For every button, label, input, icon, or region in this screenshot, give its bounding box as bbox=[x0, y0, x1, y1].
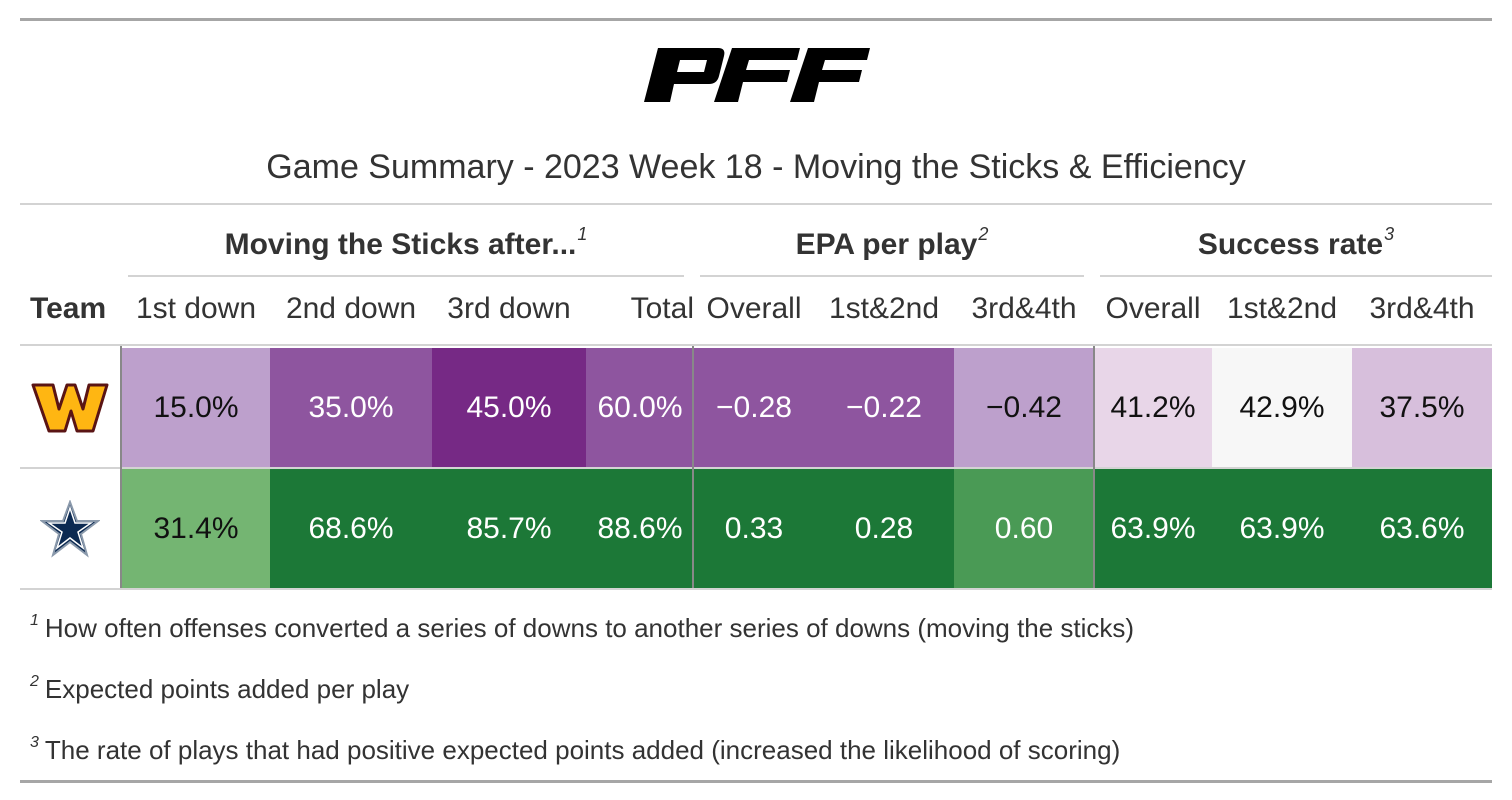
spanner-line bbox=[128, 275, 684, 277]
spanner-success-rate: Success rate3 bbox=[1100, 224, 1492, 262]
data-cell: 0.60 bbox=[954, 469, 1094, 589]
data-cell: 63.9% bbox=[1094, 469, 1212, 589]
footnote-mark: 2 bbox=[30, 673, 39, 690]
data-cell: 37.5% bbox=[1352, 348, 1492, 468]
spanner-line bbox=[700, 275, 1084, 277]
column-header-team: Team bbox=[30, 292, 107, 325]
footnote-mark: 3 bbox=[1384, 224, 1395, 244]
data-cell: 60.0% bbox=[586, 348, 694, 468]
footnote-text: Expected points added per play bbox=[44, 674, 410, 704]
column-header: 1st&2nd bbox=[1226, 292, 1338, 325]
data-cell: 68.6% bbox=[270, 469, 432, 589]
table-title: Game Summary - 2023 Week 18 - Moving the… bbox=[266, 148, 1246, 186]
data-cell: 85.7% bbox=[432, 469, 586, 589]
footnote-mark: 3 bbox=[30, 734, 39, 751]
spanner-epa: EPA per play2 bbox=[700, 224, 1084, 262]
data-cell: 31.4% bbox=[122, 469, 270, 589]
spanner-label: Success rate bbox=[1197, 228, 1384, 261]
spanner-line bbox=[1100, 275, 1492, 277]
footnote-text: How often offenses converted a series of… bbox=[44, 613, 1135, 643]
data-cell: −0.28 bbox=[694, 348, 814, 468]
column-header: 3rd&4th bbox=[971, 292, 1077, 325]
column-header: 2nd down bbox=[285, 292, 417, 325]
title-rule bbox=[20, 203, 1492, 205]
footnote: 2 Expected points added per play bbox=[30, 673, 409, 705]
spanner-label: Moving the Sticks after... bbox=[224, 228, 577, 261]
data-cell: −0.22 bbox=[814, 348, 954, 468]
data-cell: 88.6% bbox=[586, 469, 694, 589]
column-header: Overall bbox=[706, 292, 802, 325]
table-bottom-rule bbox=[20, 588, 1492, 590]
column-header: Total bbox=[630, 292, 694, 325]
footnote-text: The rate of plays that had positive expe… bbox=[44, 735, 1121, 765]
top-rule bbox=[20, 18, 1492, 21]
data-cell: 15.0% bbox=[122, 348, 270, 468]
column-header: Overall bbox=[1105, 292, 1201, 325]
footnote: 3 The rate of plays that had positive exp… bbox=[30, 734, 1120, 766]
data-cell: 0.33 bbox=[694, 469, 814, 589]
column-header: 1st&2nd bbox=[828, 292, 940, 325]
washington-commanders-logo-icon bbox=[31, 383, 109, 433]
bottom-rule bbox=[20, 780, 1492, 783]
team-logo-cell bbox=[20, 469, 120, 589]
footnote-mark: 1 bbox=[30, 612, 39, 629]
data-cell: 63.9% bbox=[1212, 469, 1352, 589]
dallas-cowboys-star-icon bbox=[40, 500, 100, 558]
data-cell: 45.0% bbox=[432, 348, 586, 468]
column-header: 1st down bbox=[135, 292, 257, 325]
data-cell: 0.28 bbox=[814, 469, 954, 589]
team-logo-cell bbox=[20, 348, 120, 468]
footnote: 1 How often offenses converted a series o… bbox=[30, 612, 1134, 644]
spanner-moving-sticks: Moving the Sticks after...1 bbox=[128, 224, 684, 262]
spanner-label: EPA per play bbox=[795, 228, 978, 261]
data-cell: 42.9% bbox=[1212, 348, 1352, 468]
header-rule bbox=[20, 344, 1492, 346]
footnote-mark: 2 bbox=[978, 224, 989, 244]
column-header: 3rd down bbox=[447, 292, 571, 325]
column-header: 3rd&4th bbox=[1369, 292, 1475, 325]
data-cell: −0.42 bbox=[954, 348, 1094, 468]
data-cell: 63.6% bbox=[1352, 469, 1492, 589]
data-cell: 35.0% bbox=[270, 348, 432, 468]
row-divider bbox=[20, 467, 1492, 469]
pff-logo bbox=[644, 48, 870, 102]
column-separator bbox=[120, 346, 122, 590]
data-cell: 41.2% bbox=[1094, 348, 1212, 468]
footnote-mark: 1 bbox=[577, 224, 588, 244]
column-separator bbox=[692, 346, 694, 590]
column-separator bbox=[1093, 346, 1095, 590]
